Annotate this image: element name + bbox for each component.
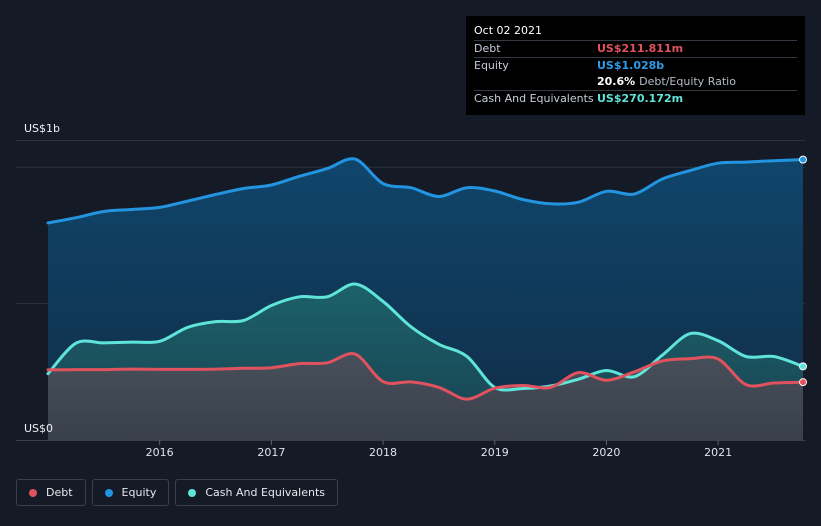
tooltip-row-debt: Debt US$211.811m xyxy=(474,40,797,57)
tooltip-cash-value: US$270.172m xyxy=(597,92,684,105)
end-markers xyxy=(799,155,807,387)
tooltip-row-cash: Cash And Equivalents US$270.172m xyxy=(474,90,797,107)
equity-end-marker xyxy=(799,155,807,164)
cash-dot-icon xyxy=(188,488,197,497)
cash-line xyxy=(46,282,805,392)
tooltip-cash-label: Cash And Equivalents xyxy=(474,92,594,105)
equity-dot-icon xyxy=(104,488,113,497)
x-tick-label-2016: 2016 xyxy=(146,446,174,459)
x-axis: 2016 2017 2018 2019 2020 2021 xyxy=(16,440,805,459)
y-axis-bottom-label: US$0 xyxy=(24,422,53,435)
debt-end-marker xyxy=(799,378,807,387)
tooltip-row-ratio: 20.6% Debt/Equity Ratio xyxy=(474,74,797,90)
legend-item-equity[interactable]: Equity xyxy=(91,479,170,506)
series-areas xyxy=(48,158,803,440)
data-tooltip: Oct 02 2021 Debt US$211.811m Equity US$1… xyxy=(466,16,805,115)
series-lines xyxy=(46,157,805,401)
x-tick-label-2018: 2018 xyxy=(369,446,397,459)
tooltip-equity-value: US$1.028b xyxy=(597,59,665,72)
legend-item-debt[interactable]: Debt xyxy=(16,479,86,506)
y-axis-top-label: US$1b xyxy=(24,122,60,135)
legend-equity-label: Equity xyxy=(121,486,157,499)
tooltip-ratio-label: Debt/Equity Ratio xyxy=(639,75,736,88)
equity-line xyxy=(46,157,805,225)
chart-legend: Debt Equity Cash And Equivalents xyxy=(16,479,338,506)
tooltip-date: Oct 02 2021 xyxy=(474,24,543,37)
x-tick-label-2019: 2019 xyxy=(481,446,509,459)
x-tick-label-2017: 2017 xyxy=(257,446,285,459)
debt-line xyxy=(46,352,805,401)
tooltip-equity-label: Equity xyxy=(474,59,509,72)
tooltip-ratio-value: 20.6% xyxy=(597,75,636,88)
legend-cash-label: Cash And Equivalents xyxy=(205,486,325,499)
tooltip-debt-value: US$211.811m xyxy=(597,42,684,55)
legend-debt-label: Debt xyxy=(46,486,73,499)
debt-area xyxy=(48,353,803,440)
x-tick-label-2020: 2020 xyxy=(592,446,620,459)
tooltip-debt-label: Debt xyxy=(474,42,501,55)
cash-end-marker xyxy=(799,362,807,371)
x-tick-label-2021: 2021 xyxy=(704,446,732,459)
debt-dot-icon xyxy=(29,488,37,497)
tooltip-row-equity: Equity US$1.028b xyxy=(474,57,797,74)
legend-item-cash[interactable]: Cash And Equivalents xyxy=(175,479,338,506)
